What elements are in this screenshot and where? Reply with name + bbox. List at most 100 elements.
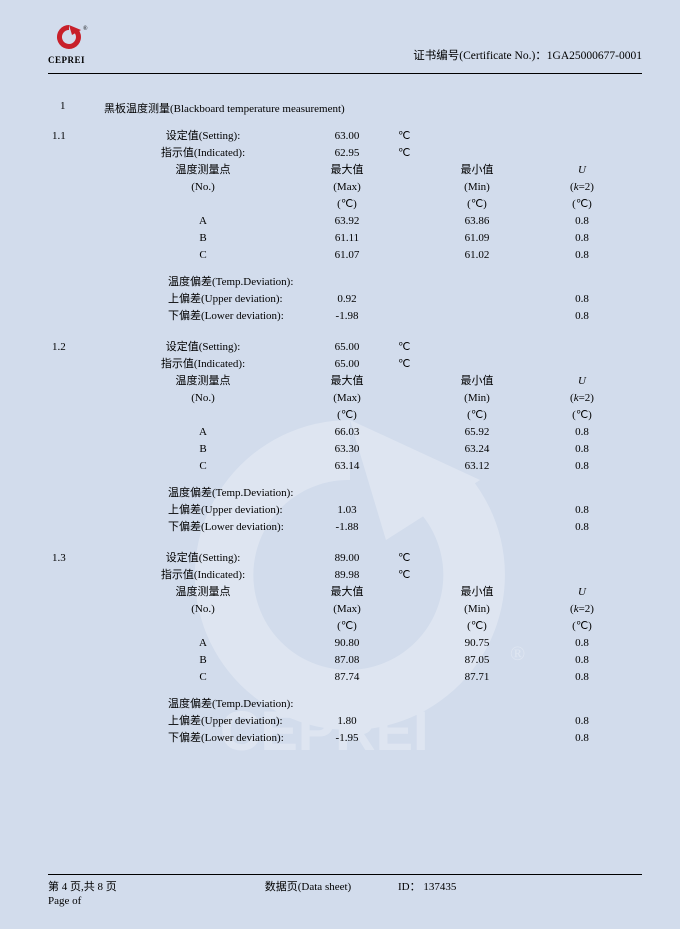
unit-c: (℃) — [432, 407, 522, 424]
point-no: C — [104, 669, 302, 686]
upper-deviation-u: 0.8 — [522, 713, 642, 730]
data-row: A90.80 90.750.8 — [48, 635, 642, 652]
footer-id: ID： 137435 — [398, 878, 518, 894]
unit-c: (℃) — [432, 618, 522, 635]
unit: ℃ — [392, 339, 432, 356]
col-max-en: (Max) — [302, 390, 392, 407]
col-u-label: U — [522, 162, 642, 179]
indicated-label: 指示值(Indicated): — [104, 145, 302, 162]
certificate-number: 证书编号(Certificate No.)：1GA25000677-0001 — [413, 47, 642, 65]
min-value: 87.05 — [432, 652, 522, 669]
indicated-value: 62.95 — [302, 145, 392, 162]
upper-deviation-u: 0.8 — [522, 291, 642, 308]
col-max-cn: 最大值 — [302, 373, 392, 390]
col-u-label: U — [522, 373, 642, 390]
section-number: 1 — [48, 100, 104, 116]
measurement-block: 1.3设定值(Setting):89.00℃指示值(Indicated):89.… — [48, 550, 642, 757]
data-row: A63.9263.860.8 — [48, 213, 642, 230]
point-no: C — [104, 458, 302, 475]
setting-label: 设定值(Setting): — [104, 339, 302, 356]
max-value: 90.80 — [302, 635, 392, 652]
measurement-block: 1.1设定值(Setting):63.00℃指示值(Indicated):62.… — [48, 128, 642, 335]
min-value: 63.24 — [432, 441, 522, 458]
unit-c: (℃) — [432, 196, 522, 213]
col-min-en: (Min) — [432, 179, 522, 196]
lower-deviation-u: 0.8 — [522, 519, 642, 536]
col-k-label: (k=2) — [522, 390, 642, 407]
section-header: 1 黑板温度测量(Blackboard temperature measurem… — [48, 100, 642, 116]
setting-label: 设定值(Setting): — [104, 550, 302, 567]
max-value: 66.03 — [302, 424, 392, 441]
point-no: A — [104, 424, 302, 441]
u-value: 0.8 — [522, 230, 642, 247]
upper-deviation-label: 上偏差(Upper deviation): — [104, 291, 302, 308]
data-row: B61.1161.090.8 — [48, 230, 642, 247]
data-row: B87.0887.050.8 — [48, 652, 642, 669]
col-point-cn: 温度测量点 — [104, 584, 302, 601]
point-no: B — [104, 441, 302, 458]
u-value: 0.8 — [522, 213, 642, 230]
lower-deviation-value: -1.98 — [302, 308, 392, 325]
data-row: C63.14 63.120.8 — [48, 458, 642, 475]
u-value: 0.8 — [522, 652, 642, 669]
footer-rule — [48, 874, 642, 875]
unit: ℃ — [392, 567, 432, 584]
unit-c: (℃) — [522, 618, 642, 635]
col-max-cn: 最大值 — [302, 584, 392, 601]
max-value: 87.74 — [302, 669, 392, 686]
lower-deviation-value: -1.88 — [302, 519, 392, 536]
indicated-label: 指示值(Indicated): — [104, 567, 302, 584]
u-value: 0.8 — [522, 458, 642, 475]
data-row: C87.7487.710.8 — [48, 669, 642, 686]
min-value: 63.12 — [432, 458, 522, 475]
min-value: 61.09 — [432, 230, 522, 247]
lower-deviation-u: 0.8 — [522, 730, 642, 747]
unit-c: (℃) — [302, 618, 392, 635]
col-min-cn: 最小值 — [432, 162, 522, 179]
u-value: 0.8 — [522, 247, 642, 264]
cert-value: 1GA25000677-0001 — [547, 50, 642, 62]
deviation-header: 温度偏差(Temp.Deviation): — [104, 696, 302, 713]
u-value: 0.8 — [522, 424, 642, 441]
indicated-label: 指示值(Indicated): — [104, 356, 302, 373]
col-min-cn: 最小值 — [432, 373, 522, 390]
page-indicator-cn: 第 4 页,共 8 页 — [48, 878, 218, 894]
col-max-en: (Max) — [302, 601, 392, 618]
upper-deviation-label: 上偏差(Upper deviation): — [104, 502, 302, 519]
data-row: C61.07 61.020.8 — [48, 247, 642, 264]
col-point-cn: 温度测量点 — [104, 373, 302, 390]
deviation-header: 温度偏差(Temp.Deviation): — [104, 274, 302, 291]
max-value: 63.14 — [302, 458, 392, 475]
min-value: 90.75 — [432, 635, 522, 652]
measurement-block: 1.2设定值(Setting):65.00℃指示值(Indicated):65.… — [48, 339, 642, 546]
indicated-value: 89.98 — [302, 567, 392, 584]
document-body: 1 黑板温度测量(Blackboard temperature measurem… — [0, 74, 680, 757]
section-title: 黑板温度测量(Blackboard temperature measuremen… — [104, 100, 345, 116]
upper-deviation-value: 0.92 — [302, 291, 392, 308]
col-min-en: (Min) — [432, 390, 522, 407]
unit-c: (℃) — [522, 196, 642, 213]
page-indicator-en: Page of — [48, 895, 642, 907]
col-k-label: (k=2) — [522, 601, 642, 618]
data-sheet-label: 数据页(Data sheet) — [218, 878, 398, 894]
indicated-value: 65.00 — [302, 356, 392, 373]
point-no: A — [104, 635, 302, 652]
col-k-label: (k=2) — [522, 179, 642, 196]
upper-deviation-u: 0.8 — [522, 502, 642, 519]
setting-label: 设定值(Setting): — [104, 128, 302, 145]
col-point-en: (No.) — [104, 179, 302, 196]
setting-value: 65.00 — [302, 339, 392, 356]
setting-value: 89.00 — [302, 550, 392, 567]
setting-value: 63.00 — [302, 128, 392, 145]
unit-c: (℃) — [522, 407, 642, 424]
point-no: C — [104, 247, 302, 264]
u-value: 0.8 — [522, 635, 642, 652]
unit: ℃ — [392, 128, 432, 145]
page-header: ® CEPREI 证书编号(Certificate No.)：1GA250006… — [0, 0, 680, 71]
min-value: 61.02 — [432, 247, 522, 264]
unit: ℃ — [392, 356, 432, 373]
unit: ℃ — [392, 145, 432, 162]
max-value: 61.11 — [302, 230, 392, 247]
data-row: B63.3063.240.8 — [48, 441, 642, 458]
max-value: 61.07 — [302, 247, 392, 264]
